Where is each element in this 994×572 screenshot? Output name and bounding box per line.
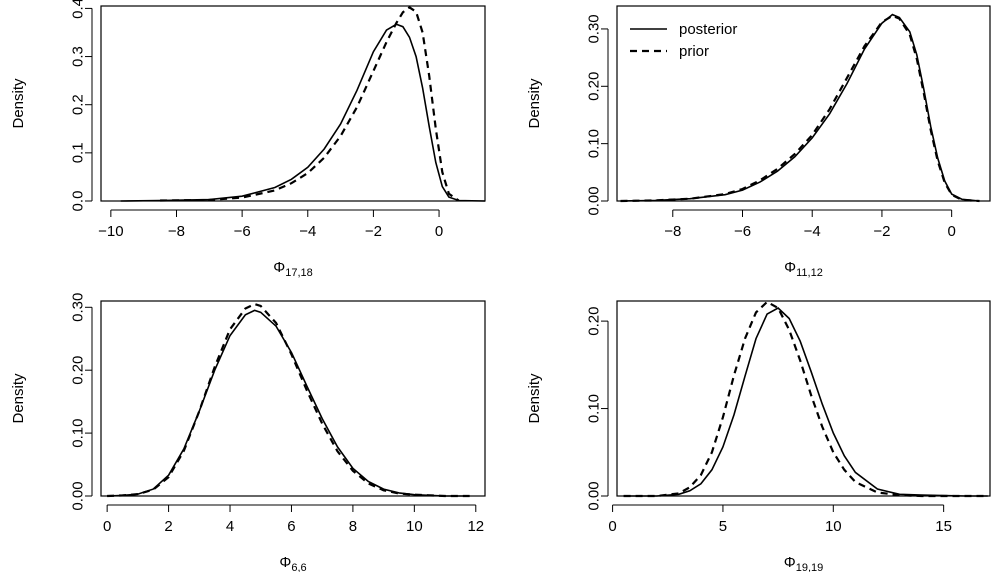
x-tick-label: 5: [719, 518, 727, 535]
prior-curve: [623, 300, 988, 498]
y-axis-title: Density: [10, 373, 27, 424]
y-tick-label: 0.30: [70, 293, 87, 322]
x-tick-label: −10: [98, 223, 123, 240]
y-axis-title: Density: [526, 78, 543, 129]
x-tick-label: 0: [435, 223, 443, 240]
x-tick-label: 8: [349, 518, 357, 535]
y-tick-label: 0.00: [70, 481, 87, 510]
legend: posterior prior: [630, 21, 737, 60]
plot-frame: [616, 5, 991, 202]
y-tick-label: 0.4: [70, 0, 87, 19]
density-panel-3: 0 2 4 6 8 10 12 0.00 0.10 0.20 0.30 Density Φ6,6: [10, 293, 486, 572]
legend-label-prior: prior: [679, 43, 709, 60]
x-tick-label: −4: [804, 223, 821, 240]
x-tick-label: −8: [664, 223, 681, 240]
x-tick-label: 2: [164, 518, 172, 535]
legend-label-posterior: posterior: [679, 21, 737, 38]
plot-frame: [616, 300, 991, 497]
x-axis-title-subscript: 6,6: [291, 562, 306, 572]
x-axis-title-symbol: Φ: [784, 259, 796, 276]
posterior-curve: [620, 13, 980, 202]
x-axis-title: Φ19,19: [784, 554, 824, 572]
x-axis-title-symbol: Φ: [273, 259, 285, 276]
x-tick-label: −2: [873, 223, 890, 240]
x-tick-label: −8: [168, 223, 185, 240]
y-tick-label: 0.2: [70, 94, 87, 115]
x-tick-label: 0: [608, 518, 616, 535]
x-axis-title-subscript: 17,18: [285, 267, 313, 279]
x-tick-label: 15: [935, 518, 952, 535]
x-axis-title-symbol: Φ: [279, 554, 291, 571]
x-tick-label: −6: [234, 223, 251, 240]
prior-curve: [107, 302, 470, 498]
y-tick-label: 0.00: [586, 481, 603, 510]
x-axis-title: Φ6,6: [279, 554, 306, 572]
x-axis-title-symbol: Φ: [784, 554, 796, 571]
y-axis-title: Density: [10, 78, 27, 129]
y-tick-label: 0.10: [70, 418, 87, 447]
x-axis-title: Φ11,12: [784, 259, 823, 279]
y-tick-label: 0.10: [586, 394, 603, 423]
y-tick-label: 0.30: [586, 14, 603, 43]
x-tick-label: 10: [406, 518, 423, 535]
plot-frame: [100, 5, 486, 202]
prior-curve: [160, 6, 460, 202]
y-tick-label: 0.10: [586, 129, 603, 158]
x-tick-label: 10: [825, 518, 842, 535]
prior-curve: [620, 14, 980, 203]
y-tick-label: 0.20: [70, 356, 87, 385]
x-tick-label: 0: [947, 223, 955, 240]
x-tick-label: −6: [734, 223, 751, 240]
x-tick-label: 12: [467, 518, 484, 535]
x-axis-title-subscript: 19,19: [796, 562, 824, 572]
x-tick-label: −4: [299, 223, 316, 240]
density-panel-1: −10 −8 −6 −4 −2 0 0.0 0.1 0.2 0.3 0.4 Density Φ17,18: [10, 0, 486, 279]
density-panel-2: −8 −6 −4 −2 0 0.00 0.10 0.20 0.30 Density Φ11,12 po…: [526, 5, 991, 279]
y-tick-label: 0.3: [70, 46, 87, 67]
posterior-curve: [120, 23, 486, 202]
x-axis-title-subscript: 11,12: [796, 267, 823, 279]
y-tick-label: 0.00: [586, 186, 603, 215]
x-tick-label: −2: [365, 223, 382, 240]
y-tick-label: 0.0: [70, 191, 87, 212]
y-tick-label: 0.20: [586, 72, 603, 101]
plot-frame: [100, 300, 486, 497]
y-tick-label: 0.20: [586, 307, 603, 336]
y-tick-label: 0.1: [70, 142, 87, 163]
posterior-curve: [107, 309, 470, 497]
x-tick-label: 4: [226, 518, 234, 535]
x-axis-title: Φ17,18: [273, 259, 313, 279]
x-tick-label: 0: [103, 518, 111, 535]
density-panel-4: 0 5 10 15 0.00 0.10 0.20 Density Φ19,19: [526, 300, 991, 572]
x-tick-label: 6: [287, 518, 295, 535]
posterior-curve: [623, 307, 988, 497]
y-axis-title: Density: [526, 373, 543, 424]
